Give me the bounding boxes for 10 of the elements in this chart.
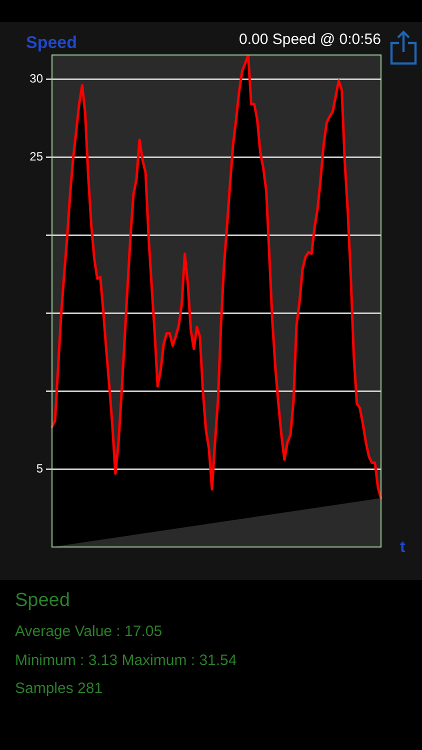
y-tick-label: 25 [30, 149, 44, 164]
y-tick-label: 30 [30, 71, 44, 86]
text: Average Value : 17.05 [15, 622, 162, 642]
text: Samples 281 [15, 679, 103, 699]
chart-title: Speed [26, 33, 78, 53]
y-tick-label: 5 [36, 461, 44, 476]
chart-subtitle: 0.00 Speed @ 0:0:56 [238, 31, 381, 49]
text: Speed [15, 590, 70, 612]
text: Minimum : 3.13 Maximum : 31.54 [15, 650, 237, 670]
x-axis-title: t [400, 538, 406, 558]
